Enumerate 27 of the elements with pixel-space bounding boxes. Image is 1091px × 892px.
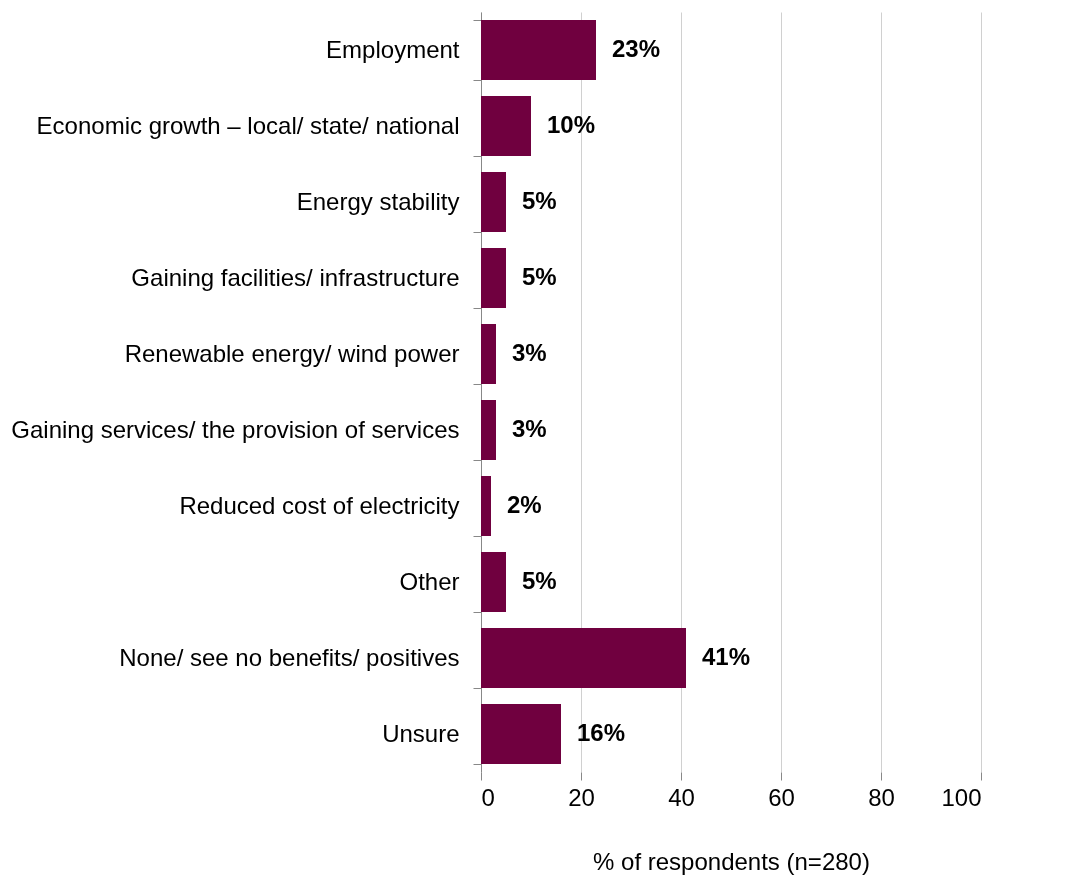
x-tick-label: 60 xyxy=(768,783,795,811)
data-label: 2% xyxy=(507,491,542,518)
data-label: 5% xyxy=(522,187,557,214)
x-tick-label: 20 xyxy=(568,783,595,811)
y-tick-label: Energy stability xyxy=(296,187,460,215)
data-label: 3% xyxy=(512,339,547,366)
y-tick-label: Other xyxy=(399,567,460,595)
y-tick-label: None/ see no benefits/ positives xyxy=(119,643,460,671)
x-tick-label: 40 xyxy=(668,783,695,811)
data-label: 16% xyxy=(577,719,626,746)
x-tick-label: 100 xyxy=(941,783,982,811)
data-label: 41% xyxy=(702,643,751,670)
y-tick-label: Gaining services/ the provision of services xyxy=(11,415,460,443)
x-tick-label: 0 xyxy=(481,783,495,811)
x-axis-title: % of respondents (n=280) xyxy=(593,847,870,875)
x-tick-label: 80 xyxy=(868,783,895,811)
y-tick-label: Renewable energy/ wind power xyxy=(124,339,460,367)
y-tick-label: Employment xyxy=(326,35,460,63)
y-tick-label: Economic growth – local/ state/ national xyxy=(36,111,460,139)
y-tick-label: Gaining facilities/ infrastructure xyxy=(131,263,460,291)
data-label: 3% xyxy=(512,415,547,442)
data-label: 10% xyxy=(547,111,596,138)
data-label: 5% xyxy=(522,567,557,594)
y-tick-label: Unsure xyxy=(382,719,460,747)
y-tick-label: Reduced cost of electricity xyxy=(179,491,460,519)
data-label: 23% xyxy=(612,35,661,62)
data-label: 5% xyxy=(522,263,557,290)
